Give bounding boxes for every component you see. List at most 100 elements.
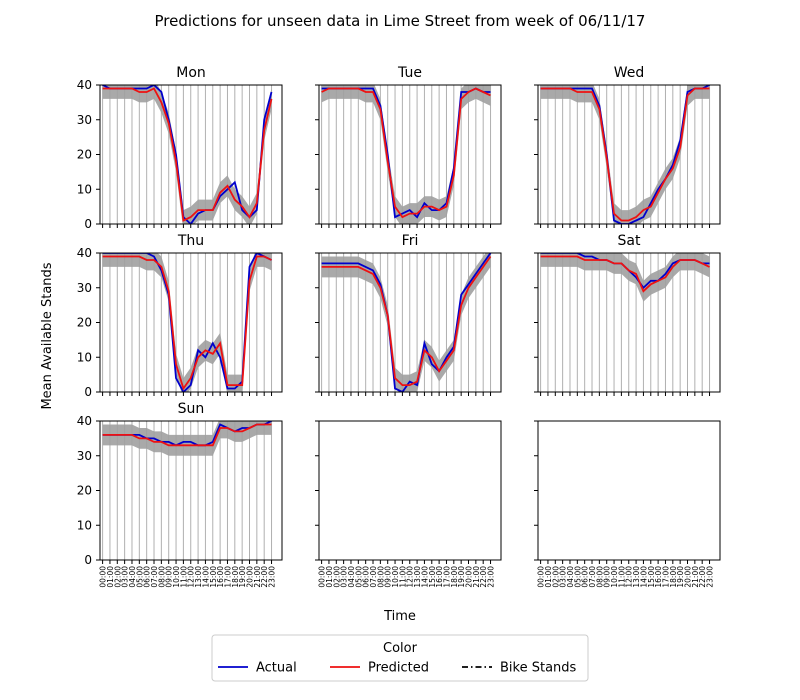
subplot-empty-7: 00:0001:0002:0003:0004:0005:0006:0007:00… [315, 420, 502, 588]
x-tick-label: 18:00 [231, 566, 240, 588]
x-tick-label: 16:00 [216, 566, 225, 588]
subplot-title: Thu [177, 233, 204, 249]
x-tick-label: 05:00 [135, 566, 144, 588]
x-tick-label: 08:00 [376, 566, 385, 588]
subplot-title: Tue [397, 65, 422, 81]
axes-frame [318, 420, 502, 561]
subplot-grid: Mon 0 10 20 30 40 Tue Wed Thu 0 10 20 30 40 Fri Sat Sun 0… [77, 65, 721, 588]
y-tick-label: 30 [77, 281, 92, 295]
x-tick-label: 14:00 [639, 566, 648, 588]
x-tick-label: 23:00 [268, 566, 277, 588]
x-tick-label: 12:00 [406, 566, 415, 588]
subplot-title: Sat [618, 233, 641, 249]
x-tick-label: 06:00 [581, 566, 590, 588]
x-tick-label: 00:00 [318, 566, 327, 588]
x-tick-label: 00:00 [537, 566, 546, 588]
figure-title: Predictions for unseen data in Lime Stre… [155, 12, 646, 30]
subplot-mon: Mon 0 10 20 30 40 [77, 65, 283, 231]
y-tick-label: 30 [77, 113, 92, 127]
x-tick-label: 04:00 [347, 566, 356, 588]
y-tick-label: 40 [77, 414, 92, 428]
x-tick-label: 19:00 [238, 566, 247, 588]
x-tick-label: 09:00 [384, 566, 393, 588]
predicted-line [540, 87, 710, 222]
predicted-line [321, 87, 491, 219]
predicted-line [102, 255, 272, 391]
x-tick-label: 22:00 [479, 566, 488, 588]
x-tick-label: 11:00 [398, 566, 407, 588]
x-tick-label: 16:00 [654, 566, 663, 588]
x-tick-label: 12:00 [625, 566, 634, 588]
x-tick-label: 22:00 [698, 566, 707, 588]
legend-label: Predicted [368, 661, 429, 676]
y-tick-label: 0 [84, 217, 92, 231]
confidence-band [321, 85, 491, 224]
axes-frame [537, 420, 721, 561]
x-tick-label: 13:00 [632, 566, 641, 588]
x-tick-label: 13:00 [413, 566, 422, 588]
x-tick-label: 07:00 [588, 566, 597, 588]
x-tick-label: 09:00 [603, 566, 612, 588]
y-tick-label: 20 [77, 148, 92, 162]
x-tick-label: 05:00 [573, 566, 582, 588]
grid-lines [540, 85, 711, 224]
predicted-line [540, 255, 710, 293]
y-axis-label: Mean Available Stands [40, 262, 55, 409]
x-tick-label: 22:00 [260, 566, 269, 588]
subplot-tue: Tue [315, 65, 502, 228]
x-tick-label: 01:00 [544, 566, 553, 588]
y-tick-label: 10 [77, 518, 92, 532]
legend-entry-actual: Actual [218, 661, 297, 676]
x-tick-label: 03:00 [340, 566, 349, 588]
x-tick-label: 00:00 [99, 566, 108, 588]
x-tick-label: 17:00 [223, 566, 232, 588]
legend-label: Bike Stands [500, 661, 577, 676]
x-tick-label: 11:00 [179, 566, 188, 588]
grid-lines [321, 85, 492, 224]
subplot-sun: Sun 0 10 20 30 40 00:0001:0002:0003:0004:0005:… [77, 401, 283, 588]
x-tick-label: 14:00 [420, 566, 429, 588]
y-tick-label: 0 [84, 385, 92, 399]
x-tick-label: 18:00 [669, 566, 678, 588]
x-tick-label: 23:00 [487, 566, 496, 588]
x-tick-label: 03:00 [559, 566, 568, 588]
x-tick-label: 01:00 [106, 566, 115, 588]
x-tick-label: 13:00 [194, 566, 203, 588]
actual-line [321, 87, 491, 219]
legend-title: Color [383, 641, 418, 656]
y-tick-label: 10 [77, 182, 92, 196]
confidence-band [321, 253, 491, 392]
y-tick-label: 0 [84, 553, 92, 567]
x-tick-label: 10:00 [172, 566, 181, 588]
legend-frame [211, 634, 589, 682]
x-tick-label: 04:00 [128, 566, 137, 588]
legend-entries: Actual Predicted Bike Stands [218, 661, 577, 676]
confidence-band [540, 253, 710, 302]
subplot-fri: Fri [315, 233, 502, 396]
x-tick-label: 17:00 [442, 566, 451, 588]
subplot-title: Mon [176, 65, 206, 81]
y-tick-label: 10 [77, 350, 92, 364]
x-tick-label: 21:00 [472, 566, 481, 588]
legend-label: Actual [256, 661, 297, 676]
subplot-title: Sun [178, 401, 205, 417]
legend-entry-bike-stands: Bike Stands [462, 661, 577, 676]
predicted-line [102, 423, 272, 447]
predicted-line [102, 87, 273, 222]
x-tick-label: 20:00 [684, 566, 693, 588]
x-tick-label: 02:00 [332, 566, 341, 588]
actual-line [540, 85, 710, 224]
subplot-sat: Sat [534, 233, 721, 396]
x-axis-label: Time [383, 609, 416, 624]
subplot-title: Fri [402, 233, 419, 249]
x-tick-label: 10:00 [391, 566, 400, 588]
x-tick-label: 21:00 [253, 566, 262, 588]
x-tick-label: 23:00 [706, 566, 715, 588]
x-tick-label: 03:00 [121, 566, 130, 588]
subplot-empty-8: 00:0001:0002:0003:0004:0005:0006:0007:00… [534, 420, 721, 588]
x-tick-label: 09:00 [165, 566, 174, 588]
confidence-band [102, 253, 272, 392]
x-tick-label: 19:00 [676, 566, 685, 588]
x-tick-label: 17:00 [661, 566, 670, 588]
